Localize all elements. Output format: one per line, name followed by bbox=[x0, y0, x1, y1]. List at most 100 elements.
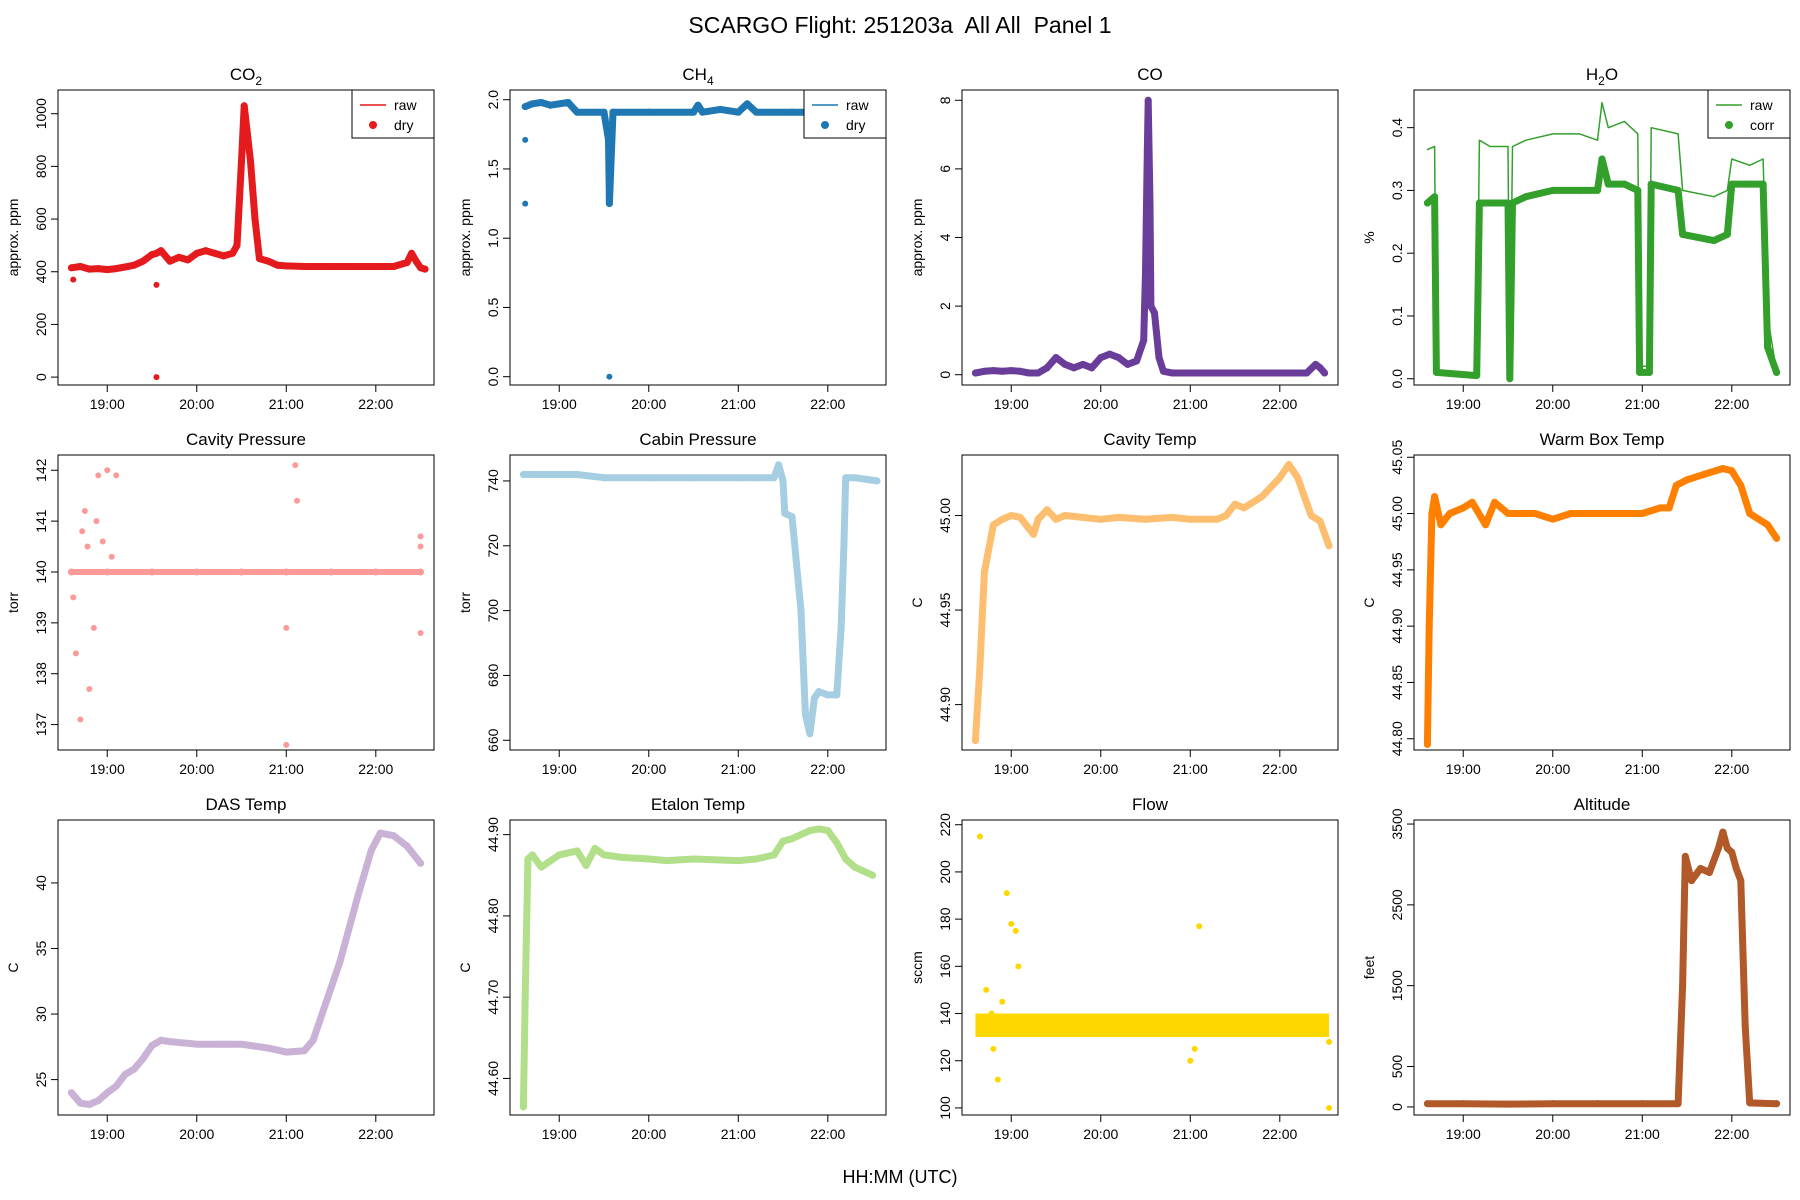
data-point bbox=[743, 100, 751, 108]
panel-flow: Flow 100 120 140 160 180 200 220 sccm 19:00 20:00 2… bbox=[909, 795, 1339, 1142]
y-tick-label: 25 bbox=[33, 1072, 49, 1088]
y-axis-label: % bbox=[1361, 231, 1377, 243]
data-point bbox=[1431, 493, 1439, 501]
data-point bbox=[112, 265, 120, 273]
data-point bbox=[1741, 1022, 1749, 1030]
data-point bbox=[211, 249, 219, 257]
page-title: SCARGO Flight: 251203a All All Panel 1 bbox=[688, 12, 1112, 38]
data-point bbox=[1723, 844, 1731, 852]
data-point bbox=[989, 521, 997, 529]
x-tick-label: 20:00 bbox=[631, 761, 666, 777]
data-point bbox=[1140, 336, 1148, 344]
x-tick-label: 19:00 bbox=[90, 1126, 125, 1142]
data-point bbox=[833, 691, 841, 699]
data-point bbox=[1549, 186, 1557, 194]
data-point bbox=[810, 694, 818, 702]
data-point bbox=[781, 509, 789, 517]
data-point bbox=[1683, 476, 1691, 484]
y-tick-label: 700 bbox=[485, 599, 501, 623]
data-point bbox=[618, 853, 626, 861]
panel-title-subscript: 2 bbox=[255, 74, 262, 88]
data-point bbox=[521, 993, 529, 1001]
data-point bbox=[67, 568, 75, 576]
data-point bbox=[130, 1065, 138, 1073]
y-tick-label: 740 bbox=[485, 469, 501, 493]
x-tick-label: 20:00 bbox=[1535, 396, 1570, 412]
data-point bbox=[609, 108, 617, 116]
data-point bbox=[806, 827, 814, 835]
y-axis-label: C bbox=[1361, 597, 1377, 607]
y-tick-label: 800 bbox=[33, 154, 49, 178]
data-point bbox=[779, 477, 787, 485]
data-point bbox=[76, 1099, 84, 1107]
y-tick-label: 40 bbox=[33, 875, 49, 891]
data-point bbox=[1719, 465, 1727, 473]
y-tick-label: 140 bbox=[33, 560, 49, 584]
data-point bbox=[1728, 180, 1736, 188]
y-tick-label: 2.0 bbox=[485, 90, 501, 110]
data-point bbox=[824, 691, 832, 699]
data-point bbox=[573, 847, 581, 855]
data-point bbox=[1186, 515, 1194, 523]
x-tick-label: 19:00 bbox=[994, 1126, 1029, 1142]
x-tick-label: 22:00 bbox=[1262, 761, 1297, 777]
y-tick-label: 44.95 bbox=[937, 592, 953, 627]
data-point bbox=[1473, 372, 1481, 380]
x-tick-label: 22:00 bbox=[358, 1126, 393, 1142]
data-point bbox=[980, 568, 988, 576]
data-point bbox=[573, 108, 581, 116]
x-tick-label: 20:00 bbox=[1083, 761, 1118, 777]
data-point bbox=[1636, 368, 1644, 376]
panel-title: Warm Box Temp bbox=[1540, 430, 1665, 449]
x-tick-label: 20:00 bbox=[1535, 761, 1570, 777]
x-tick-label: 20:00 bbox=[1535, 1126, 1570, 1142]
data-point bbox=[770, 474, 778, 482]
x-tick-label: 19:00 bbox=[542, 396, 577, 412]
x-tick-label: 19:00 bbox=[1446, 1126, 1481, 1142]
y-tick-label: 500 bbox=[1389, 1055, 1405, 1079]
data-point bbox=[1710, 237, 1718, 245]
data-point bbox=[645, 855, 653, 863]
outlier-point bbox=[522, 200, 529, 207]
data-point bbox=[166, 257, 174, 265]
series-warmbox bbox=[1423, 465, 1781, 748]
outlier-point bbox=[1003, 890, 1010, 897]
panel-co2: CO2 0 200 400 600 800 1000 approx. ppm 19:00 20:0… bbox=[5, 65, 435, 412]
data-point bbox=[842, 474, 850, 482]
data-point bbox=[555, 470, 563, 478]
data-point bbox=[1088, 364, 1096, 372]
data-point bbox=[537, 98, 545, 106]
plot-frame bbox=[961, 454, 1339, 751]
x-tick-label: 22:00 bbox=[810, 396, 845, 412]
panel-warm-box-temp: Warm Box Temp 44.80 44.85 44.90 44.95 45.00 45… bbox=[1361, 430, 1791, 777]
series-etalon bbox=[519, 825, 877, 1111]
data-point bbox=[238, 157, 246, 165]
data-point bbox=[528, 851, 536, 859]
data-point bbox=[354, 262, 362, 270]
data-point bbox=[663, 857, 671, 865]
y-tick-label: 138 bbox=[33, 662, 49, 686]
y-tick-label: 35 bbox=[33, 940, 49, 956]
x-tick-label: 19:00 bbox=[542, 761, 577, 777]
outlier-point bbox=[417, 543, 424, 550]
x-tick-label: 21:00 bbox=[1625, 761, 1660, 777]
y-tick-label: 120 bbox=[937, 1049, 953, 1073]
x-tick-label: 19:00 bbox=[542, 1126, 577, 1142]
data-point bbox=[318, 1010, 326, 1018]
data-point bbox=[157, 1036, 165, 1044]
data-point bbox=[1759, 180, 1767, 188]
outlier-point bbox=[81, 507, 88, 514]
x-tick-label: 21:00 bbox=[1173, 396, 1208, 412]
data-point bbox=[1321, 369, 1329, 377]
outlier-point bbox=[1326, 1038, 1333, 1045]
outlier-point bbox=[522, 136, 529, 143]
outlier-point bbox=[294, 497, 301, 504]
data-point bbox=[564, 98, 572, 106]
data-point bbox=[528, 100, 536, 108]
data-point bbox=[1285, 460, 1293, 468]
data-band bbox=[975, 1013, 1330, 1038]
data-point bbox=[76, 262, 84, 270]
data-point bbox=[1647, 180, 1655, 188]
outlier-point bbox=[976, 833, 983, 840]
data-point bbox=[1303, 369, 1311, 377]
